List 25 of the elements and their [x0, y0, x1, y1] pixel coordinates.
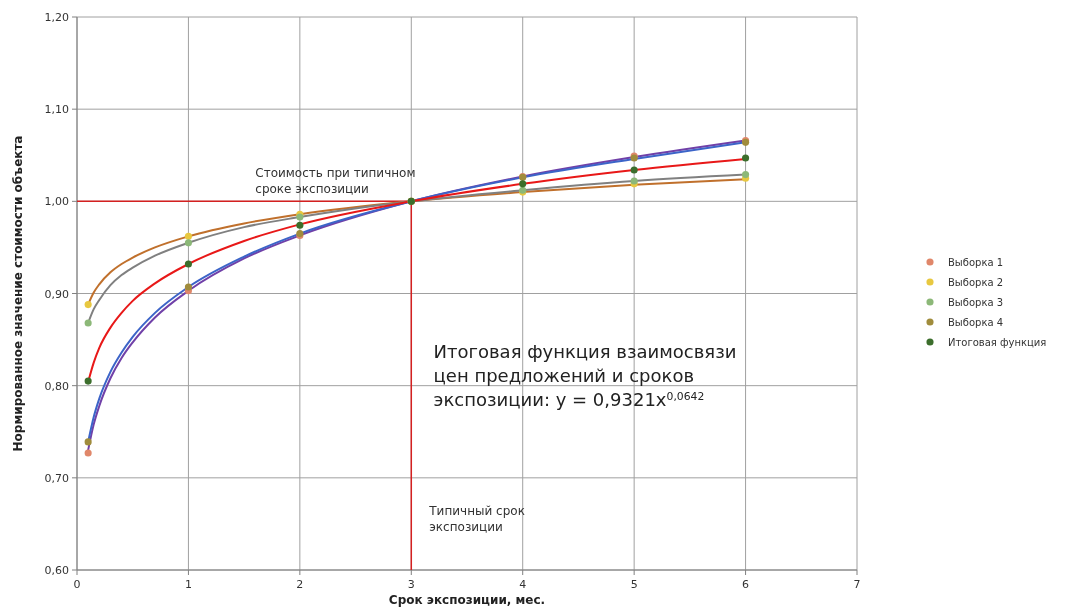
y-tick-label: 1,00 [44, 195, 69, 209]
y-tick-label: 1,10 [44, 103, 69, 117]
y-axis-title: Нормированное значение стоимости объекта [11, 135, 25, 452]
annotation: Итоговая функция взаимосвязи цен предложений и сроков экспозиции: y = 0,9321x$^{0,0642}$ [433, 341, 737, 411]
x-tick-label: 0 [73, 578, 81, 591]
x-tick-label: 5 [630, 578, 638, 591]
legend-label: Выборка 2 [948, 277, 1004, 288]
legend-label: Выборка 4 [948, 317, 1004, 328]
legend-label: Итоговая функция [948, 337, 1047, 348]
y-tick-label: 0,90 [44, 287, 69, 301]
x-tick-label: 2 [296, 578, 304, 591]
x-axis-title: Срок экспозиции, мес. [388, 593, 546, 607]
y-tick-label: 1,20 [44, 11, 69, 24]
x-tick-label: 3 [407, 578, 415, 591]
y-tick-label: 0,80 [44, 379, 69, 393]
x-tick-label: 1 [184, 578, 192, 591]
x-tick-label: 7 [853, 578, 861, 591]
ref-line-label: Типичный срок экспозиции [428, 503, 525, 534]
x-tick-label: 4 [519, 578, 527, 591]
ref-line-label: Стоимость при типичном сроке экспозиции [255, 166, 416, 197]
y-tick-label: 0,60 [44, 564, 69, 577]
legend-label: Выборка 3 [948, 297, 1004, 308]
x-tick-label: 6 [742, 578, 750, 591]
y-tick-label: 0,70 [44, 471, 69, 485]
legend-label: Выборка 1 [948, 257, 1004, 268]
